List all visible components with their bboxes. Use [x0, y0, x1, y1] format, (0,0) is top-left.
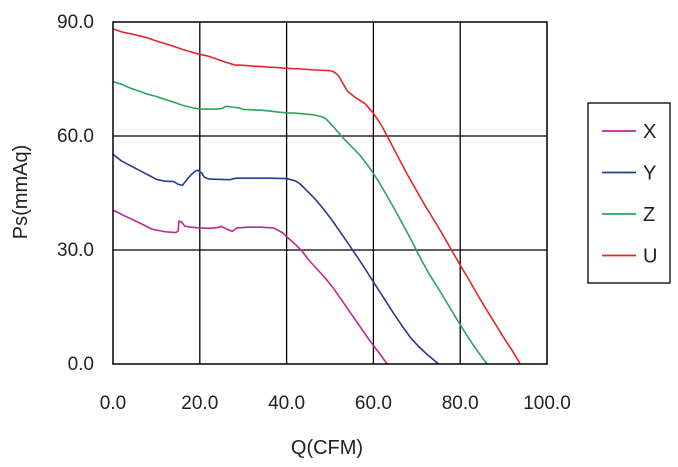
series-line-u	[112, 28, 521, 365]
tick-layer: 0.0 20.0 40.0 60.0 80.0 100.0 0.0 30.0 60.0 90.0	[57, 12, 571, 414]
frame-layer	[112, 21, 548, 365]
x-tick-label: 80.0	[442, 393, 479, 414]
y-axis-label: Ps(mmAq)	[10, 145, 32, 239]
plot-frame	[112, 21, 548, 365]
x-tick-label: 60.0	[355, 393, 392, 414]
series-line-z	[112, 80, 488, 365]
legend-label-z: Z	[643, 204, 655, 226]
x-tick-label: 20.0	[181, 393, 218, 414]
x-axis-label: Q(CFM)	[291, 437, 363, 459]
legend-label-y: Y	[643, 163, 656, 185]
y-tick-label: 30.0	[57, 240, 94, 261]
y-tick-label: 90.0	[57, 12, 94, 33]
y-tick-label: 60.0	[57, 126, 94, 147]
legend-label-x: X	[643, 121, 656, 143]
series-layer	[112, 28, 521, 365]
legend-label-u: U	[643, 246, 657, 268]
legend-box	[587, 102, 671, 284]
grid-layer	[113, 22, 547, 364]
x-tick-label: 0.0	[100, 393, 126, 414]
y-tick-label: 0.0	[68, 354, 94, 375]
series-line-y	[112, 153, 440, 365]
series-line-x	[112, 209, 388, 365]
x-tick-label: 40.0	[268, 393, 305, 414]
x-tick-label: 100.0	[523, 393, 571, 414]
